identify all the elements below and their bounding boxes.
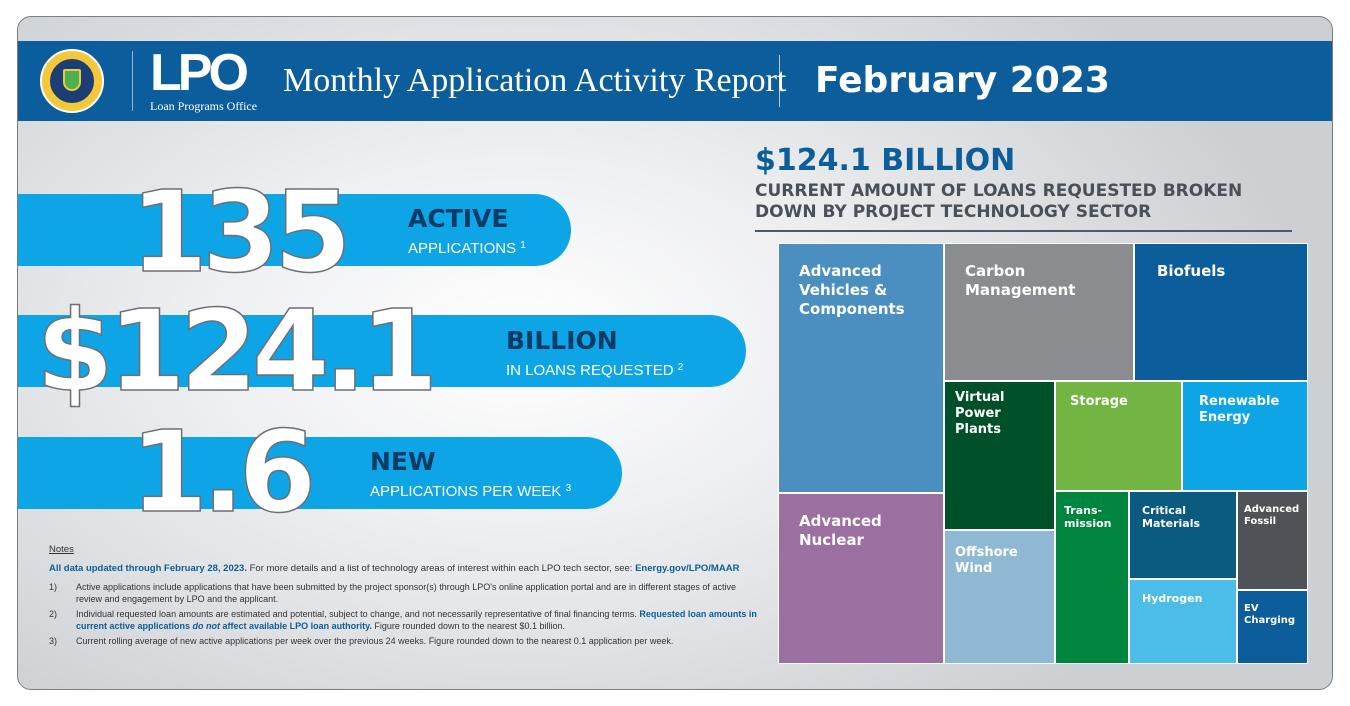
- sector-carbon-management: Carbon Management: [944, 243, 1134, 381]
- sector-advanced-fossil: Advanced Fossil: [1237, 491, 1308, 590]
- stat-active-number: 135: [129, 168, 352, 298]
- stat-active-subtitle: APPLICATIONS 1: [408, 240, 526, 257]
- sector-hydrogen: Hydrogen: [1129, 579, 1237, 664]
- stat-new-headline: NEW: [370, 447, 436, 476]
- stat-new-subtitle: APPLICATIONS PER WEEK 3: [370, 483, 572, 500]
- sector-offshore-wind: Offshore Wind: [944, 530, 1055, 664]
- stat-band-billion: [18, 315, 746, 387]
- lpo-logo: LPO: [150, 44, 249, 102]
- lpo-logo-subtitle: Loan Programs Office: [150, 99, 258, 113]
- sector-storage: Storage: [1055, 381, 1182, 491]
- sector-advanced-vehicles: Advanced Vehicles & Components: [778, 243, 944, 493]
- stat-active-headline: ACTIVE: [408, 204, 509, 233]
- note-item: 3) Current rolling average of new active…: [49, 636, 674, 646]
- sector-ev-charging: EV Charging: [1237, 590, 1308, 664]
- notes-section: Notes All data updated through February …: [49, 544, 764, 652]
- notes-title: Notes: [49, 544, 74, 555]
- note-item: 1) Active applications include applicati…: [49, 582, 736, 604]
- stat-billion-subtitle: IN LOANS REQUESTED 2: [506, 362, 684, 379]
- notes-lead: All data updated through February 28, 20…: [49, 563, 740, 574]
- maar-link[interactable]: Energy.gov/LPO/MAAR: [635, 563, 740, 574]
- caption-divider: [755, 230, 1292, 232]
- stat-band-active: [18, 194, 571, 266]
- stat-billion-number: $124.1: [35, 287, 439, 417]
- report-frame: LPO Loan Programs Office Monthly Applica…: [17, 16, 1333, 690]
- report-month: February 2023: [815, 60, 1110, 101]
- sector-advanced-nuclear: Advanced Nuclear: [778, 493, 944, 664]
- stat-band-new: [18, 437, 622, 509]
- doe-seal-icon: [40, 49, 104, 113]
- total-amount: $124.1 BILLION: [755, 143, 1016, 178]
- note-item: 2) Individual requested loan amounts are…: [49, 609, 757, 631]
- report-title: Monthly Application Activity Report: [283, 62, 787, 99]
- stat-new-number: 1.6: [129, 408, 317, 538]
- sector-treemap: Advanced Vehicles & Components Advanced …: [778, 243, 1308, 664]
- report-header: LPO Loan Programs Office Monthly Applica…: [18, 41, 1332, 121]
- total-caption: CURRENT AMOUNT OF LOANS REQUESTED BROKEN…: [755, 181, 1243, 222]
- stat-billion-headline: BILLION: [506, 326, 618, 355]
- sector-biofuels: Biofuels: [1134, 243, 1308, 381]
- header-divider: [779, 55, 780, 107]
- sector-renewable-energy: Renewable Energy: [1182, 381, 1308, 491]
- sector-critical-materials: Critical Materials: [1129, 491, 1237, 579]
- sector-virtual-power-plants: Virtual Power Plants: [944, 381, 1055, 530]
- header-divider: [132, 51, 133, 111]
- sector-transmission: Trans- mission: [1055, 491, 1129, 664]
